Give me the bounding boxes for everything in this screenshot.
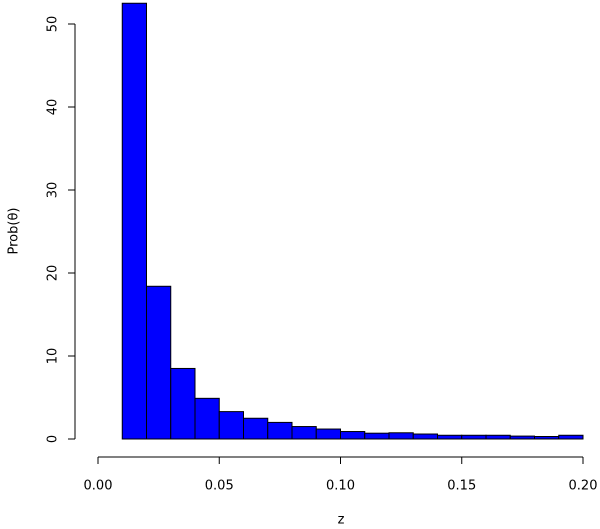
y-tick-label: 10 [46,348,61,365]
x-tick-label: 0.00 [84,479,113,494]
y-tick-label: 30 [46,182,61,199]
bar [218,411,244,440]
bar [437,434,463,440]
x-tick-label: 0.05 [205,479,234,494]
bar [485,434,511,440]
x-tick-label: 0.10 [326,479,355,494]
bar [194,397,220,440]
bar [534,436,560,440]
y-tick-label: 20 [46,265,61,282]
bar [340,431,366,440]
bar [558,434,584,440]
bar [267,421,293,440]
bar [412,433,438,440]
bar [291,426,317,440]
x-tick-label: 0.15 [447,479,476,494]
bar [146,285,172,440]
y-tick-label: 50 [46,16,61,33]
bar [315,428,341,440]
bar [388,432,414,440]
bar [364,432,390,440]
bar [461,434,487,440]
bar [243,417,269,440]
bar [121,2,147,440]
bar [509,435,535,440]
y-tick-label: 0 [46,435,61,443]
y-axis-label: Prob(θ) [7,208,22,255]
x-tick-label: 0.20 [569,479,598,494]
x-axis-label: z [338,513,345,528]
bar [170,367,196,440]
y-tick-label: 40 [46,99,61,116]
